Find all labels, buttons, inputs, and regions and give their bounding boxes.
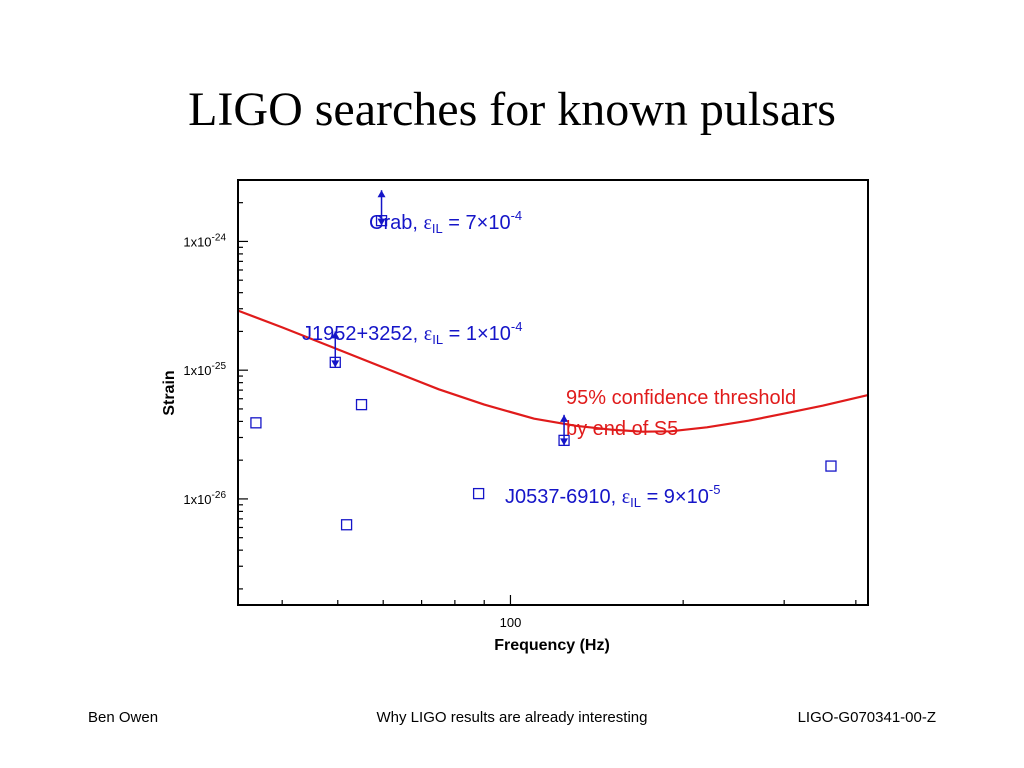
epsilon-subscript: IL — [630, 495, 642, 510]
annotation-j1952-exponent: -4 — [510, 319, 523, 334]
epsilon-subscript: IL — [431, 221, 443, 236]
data-point — [250, 417, 262, 429]
annotation-threshold-line2: by end of S5 — [566, 418, 679, 440]
footer-center-text: Why LIGO results are already interesting — [376, 709, 648, 726]
arrowhead-up — [377, 190, 386, 198]
epsilon-subscript: IL — [432, 332, 444, 347]
x-axis-label: Frequency (Hz) — [494, 637, 610, 654]
y-tick-label: 1x10-26 — [183, 490, 226, 507]
annotation-crab-exponent: -4 — [510, 208, 523, 223]
annotation-crab: Crab, εIL = 7×10-4 — [369, 208, 522, 236]
annotation-j0537-value: = 9×10 — [641, 486, 709, 508]
annotation-crab-value: = 7×10 — [442, 212, 511, 234]
annotation-j1952: J1952+3252, εIL = 1×10-4 — [302, 319, 522, 347]
annotation-j0537-name: J0537-6910, — [505, 486, 617, 508]
arrowhead-down — [331, 360, 340, 368]
y-tick-label: 1x10-24 — [183, 232, 226, 249]
footer-author: Ben Owen — [88, 709, 159, 726]
plot-frame — [237, 179, 869, 606]
y-axis-label: Strain — [161, 370, 178, 415]
annotation-threshold-line1: 95% confidence threshold — [566, 387, 797, 409]
epsilon-symbol: ε — [423, 323, 433, 345]
arrowhead-down — [560, 438, 569, 446]
data-point — [472, 487, 485, 500]
annotation-j1952-name: J1952+3252, — [302, 323, 419, 345]
tick-labels-layer: 1x10-24 1x10-25 1x10-26 100 — [183, 232, 521, 630]
annotation-j1952-value: = 1×10 — [443, 323, 511, 345]
annotation-j0537-exponent: -5 — [708, 482, 721, 497]
annotation-crab-name: Crab, — [369, 212, 418, 234]
threshold-curve-layer — [237, 309, 869, 433]
arrowhead-up — [331, 331, 340, 339]
epsilon-symbol: ε — [621, 486, 631, 508]
arrowhead-up — [560, 414, 569, 422]
data-point — [340, 519, 353, 531]
y-tick-label: 1x10-25 — [183, 361, 226, 378]
x-tick-label: 100 — [500, 615, 522, 630]
slide-title: LIGO searches for known pulsars — [188, 83, 836, 136]
footer-document-id: LIGO-G070341-00-Z — [797, 709, 936, 726]
annotation-j0537: J0537-6910, εIL = 9×10-5 — [505, 482, 720, 510]
threshold-curve — [237, 309, 869, 433]
annotation-threshold: 95% confidence threshold by end of S5 — [566, 383, 796, 445]
arrowhead-down — [377, 218, 386, 226]
upper-limit-arrows-layer — [331, 190, 569, 446]
data-point — [355, 398, 368, 411]
epsilon-symbol: ε — [423, 212, 432, 234]
data-point — [825, 460, 837, 472]
